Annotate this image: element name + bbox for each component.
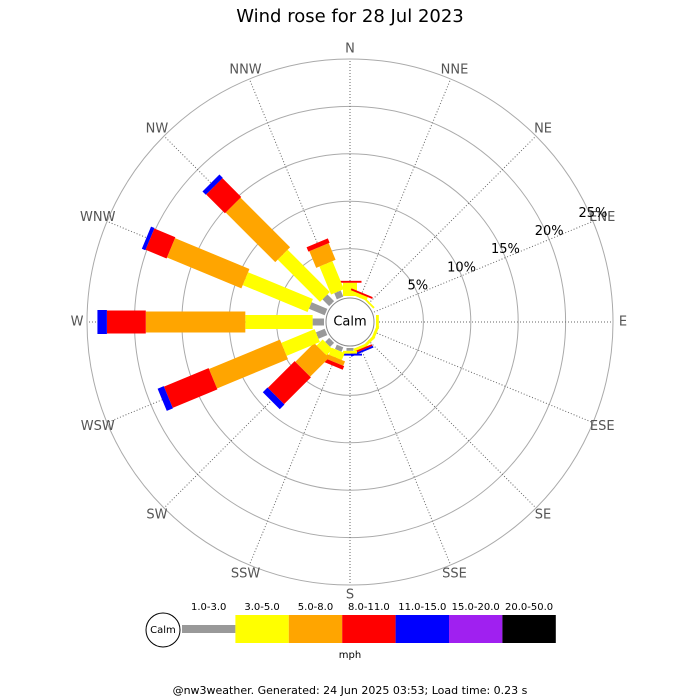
r-tick-label: 5% <box>408 278 429 293</box>
legend-swatch <box>235 615 289 643</box>
rose-segment <box>319 261 344 295</box>
legend-label: 3.0-5.0 <box>244 602 279 613</box>
calm-circle <box>325 297 375 347</box>
direction-label: NE <box>534 121 552 136</box>
rose-segment <box>306 238 330 252</box>
direction-label: SW <box>146 508 167 523</box>
direction-label: E <box>619 315 627 330</box>
rose-segment <box>157 386 173 411</box>
rose-segment <box>325 337 335 347</box>
legend-swatch <box>395 615 449 643</box>
spoke <box>359 345 452 566</box>
chart-title: Wind rose for 28 Jul 2023 <box>236 6 464 27</box>
direction-label: SSE <box>442 567 467 582</box>
direction-label: WNW <box>80 210 116 225</box>
rose-segment <box>338 353 362 356</box>
grid-ring <box>86 58 614 586</box>
legend-label: 8.0-11.0 <box>348 602 390 613</box>
rose-segment <box>242 272 313 312</box>
direction-label: NNE <box>441 62 469 77</box>
rose-segment <box>335 344 344 352</box>
spoke <box>373 331 594 424</box>
r-tick-label: 25% <box>579 206 608 221</box>
spoke <box>248 345 341 566</box>
rose-segment <box>245 315 313 329</box>
rose-segment <box>145 228 176 259</box>
rose-segment <box>322 294 335 307</box>
rose-segment <box>350 288 373 299</box>
rose-segment <box>315 328 328 339</box>
direction-label: WSW <box>81 419 115 434</box>
rose-segment <box>343 350 357 354</box>
legend-label: 15.0-20.0 <box>452 602 500 613</box>
legend-label: 5.0-8.0 <box>298 602 333 613</box>
direction-label: NNW <box>229 62 261 77</box>
rose-segment <box>363 297 375 309</box>
rose-segment <box>321 357 345 370</box>
rose-segment <box>346 348 354 351</box>
calm-label: Calm <box>333 315 366 330</box>
legend-label: 20.0-50.0 <box>505 602 553 613</box>
legend-calm-label: Calm <box>150 625 176 636</box>
rose-segment <box>225 197 291 263</box>
legend-label: 11.0-15.0 <box>398 602 446 613</box>
direction-label: W <box>71 315 84 330</box>
rose-segment <box>145 311 246 333</box>
rose-segment <box>141 226 155 251</box>
legend-swatch <box>288 615 343 643</box>
rose-segment <box>328 347 345 361</box>
rose-segment <box>281 329 320 356</box>
r-tick-label: 15% <box>491 242 520 257</box>
rose-segment <box>202 174 223 195</box>
rose-segment <box>166 238 250 289</box>
unit-label: mph <box>339 650 361 661</box>
r-tick-label: 10% <box>447 260 476 275</box>
rose-segment <box>97 310 107 334</box>
footer: @nw3weather. Generated: 24 Jun 2025 03:5… <box>173 684 528 697</box>
rose-segment <box>343 282 357 296</box>
rose-segment <box>338 280 362 283</box>
spoke <box>368 135 537 304</box>
rose-segment <box>323 353 346 366</box>
rose-segment <box>106 310 146 334</box>
direction-label: ESE <box>590 419 615 434</box>
spoke <box>359 78 452 299</box>
direction-label: NW <box>146 121 169 136</box>
rose-segment <box>308 302 328 316</box>
rose-segment <box>262 387 285 410</box>
legend-swatch <box>182 625 236 633</box>
r-tick-label: 20% <box>535 224 564 239</box>
direction-label: S <box>346 588 354 603</box>
rose-segment <box>163 368 218 408</box>
rose-segment <box>309 243 336 268</box>
rose-segment <box>312 318 324 326</box>
legend-swatch <box>342 615 396 643</box>
direction-label: SSW <box>231 567 261 582</box>
spoke <box>368 340 537 509</box>
rose-segment <box>353 343 368 352</box>
direction-label: SE <box>535 508 551 523</box>
rose-segment <box>277 249 330 302</box>
rose-segment <box>334 290 344 300</box>
rose-segment <box>206 178 242 214</box>
rose-segment <box>295 343 329 377</box>
spoke <box>373 220 594 313</box>
rose-segment <box>208 339 288 389</box>
legend-swatch <box>502 615 556 643</box>
rose-segment <box>316 339 333 356</box>
direction-label: N <box>345 42 355 57</box>
legend-label: 1.0-3.0 <box>191 602 226 613</box>
rose-segment <box>267 361 311 405</box>
legend-calm <box>145 612 181 648</box>
direction-label: ENE <box>589 210 615 225</box>
legend-swatch <box>449 615 503 643</box>
